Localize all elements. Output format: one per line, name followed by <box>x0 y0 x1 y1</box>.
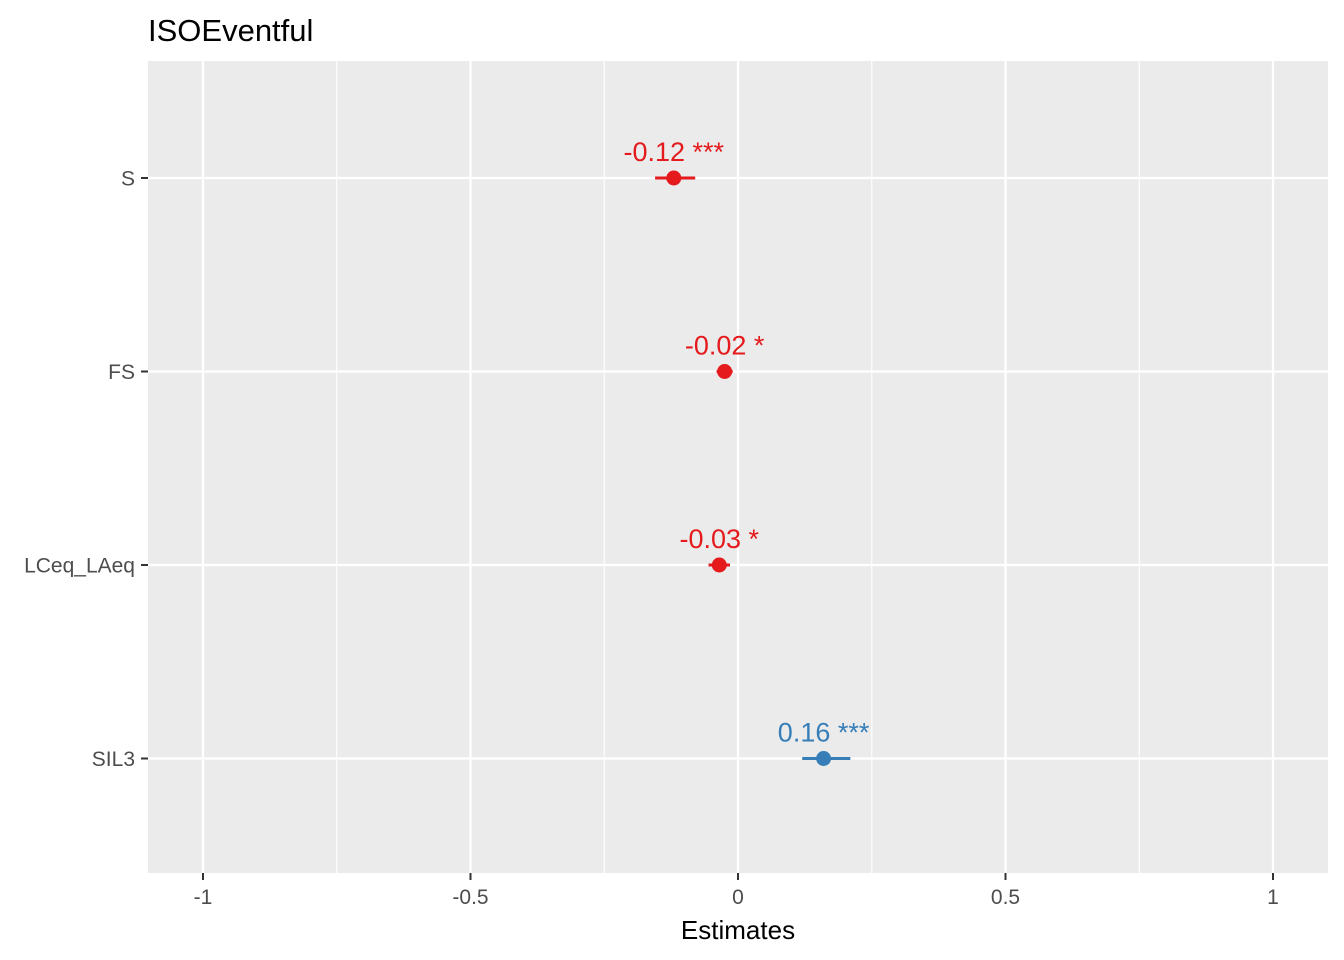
estimate-label: -0.02 * <box>685 331 765 361</box>
y-tick-label: FS <box>108 361 135 384</box>
y-tick-label: S <box>121 168 135 191</box>
estimate-label: 0.16 *** <box>778 718 870 748</box>
x-tick-label: 0 <box>732 886 744 909</box>
estimate-label: -0.12 *** <box>624 137 725 167</box>
chart-title: ISOEventful <box>148 13 313 48</box>
x-tick-label: -1 <box>194 886 213 909</box>
x-axis-title: Estimates <box>681 915 795 945</box>
estimate-point <box>666 170 682 186</box>
y-tick-label: SIL3 <box>92 748 135 771</box>
x-tick-label: -0.5 <box>452 886 488 909</box>
x-tick-label: 1 <box>1267 886 1279 909</box>
estimate-point <box>717 364 733 379</box>
estimate-label: -0.03 * <box>679 524 759 554</box>
y-tick-label: LCeq_LAeq <box>24 555 135 578</box>
estimate-point <box>816 751 832 766</box>
estimate-point <box>711 557 727 573</box>
x-tick-label: 0.5 <box>991 886 1020 909</box>
